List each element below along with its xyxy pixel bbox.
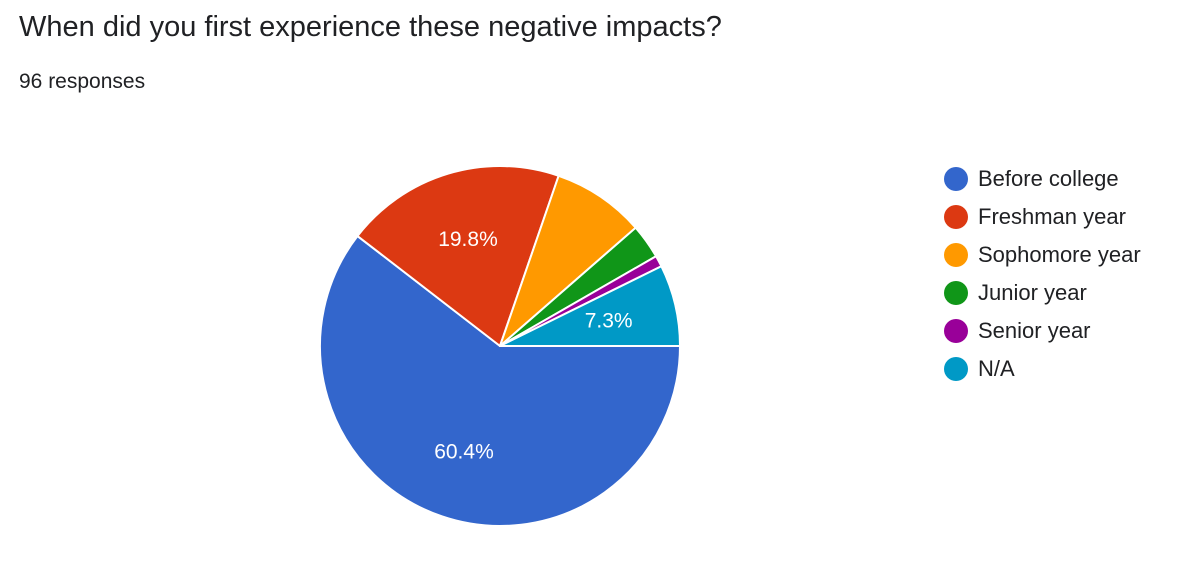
legend-item[interactable]: Sophomore year — [944, 236, 1141, 274]
chart-legend: Before college Freshman year Sophomore yea… — [944, 160, 1141, 388]
legend-item[interactable]: Freshman year — [944, 198, 1141, 236]
legend-label: Junior year — [978, 280, 1087, 305]
pie-slices — [319, 165, 681, 527]
legend-label: Before college — [978, 166, 1119, 191]
legend-item[interactable]: Before college — [944, 160, 1141, 198]
legend-swatch-icon — [944, 167, 968, 191]
pie-slice-n-a[interactable] — [499, 265, 681, 347]
pie-slice-sophomore-year[interactable] — [499, 174, 637, 347]
pie-slice-freshman-year[interactable] — [356, 165, 560, 347]
pie-data-labels: 60.4% 19.8% 7.3% — [434, 228, 632, 464]
legend-swatch-icon — [944, 319, 968, 343]
legend-item[interactable]: N/A — [944, 350, 1141, 388]
pie-slice-before-college[interactable] — [319, 235, 681, 527]
chart-title: When did you first experience these nega… — [19, 11, 722, 43]
response-count: 96 responses — [19, 70, 146, 93]
legend-label: Senior year — [978, 318, 1091, 343]
legend-item[interactable]: Junior year — [944, 274, 1141, 312]
legend-swatch-icon — [944, 281, 968, 305]
legend-label: Sophomore year — [978, 242, 1141, 267]
legend-swatch-icon — [944, 357, 968, 381]
legend-item[interactable]: Senior year — [944, 312, 1141, 350]
slice-data-label: 7.3% — [585, 310, 633, 333]
legend-label: Freshman year — [978, 204, 1126, 229]
legend-swatch-icon — [944, 205, 968, 229]
legend-label: N/A — [978, 356, 1015, 381]
slice-data-label: 19.8% — [438, 228, 498, 251]
legend-swatch-icon — [944, 243, 968, 267]
slice-data-label: 60.4% — [434, 441, 494, 464]
